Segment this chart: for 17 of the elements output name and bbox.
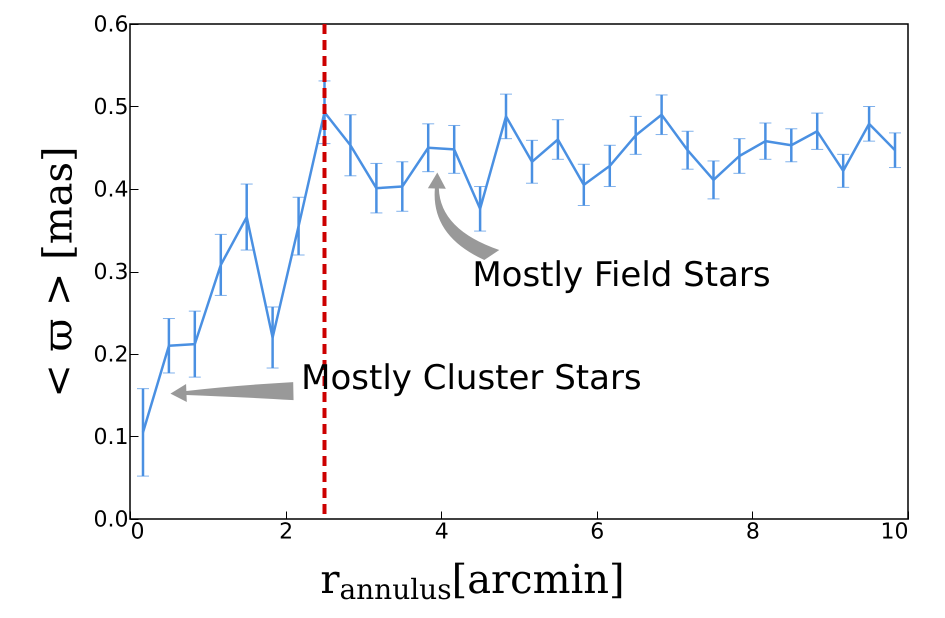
- x-tick-label: 10: [880, 520, 908, 544]
- y-tick-label: 0.5: [94, 95, 128, 120]
- y-tick-label: 0.6: [94, 12, 128, 38]
- y-tick-label: 0.3: [94, 260, 128, 285]
- x-tick-label: 2: [279, 520, 294, 544]
- x-tick-label: 0: [130, 520, 144, 544]
- y-tick-label: 0.4: [94, 178, 128, 202]
- y-tick-label: 0.1: [94, 425, 128, 450]
- x-tick-label: 8: [746, 520, 760, 544]
- y-tick-label: 0.0: [94, 508, 128, 532]
- x-tick-label: 6: [590, 520, 604, 544]
- y-tick-label: 0.2: [94, 342, 128, 368]
- annotation: Mostly Cluster Stars: [301, 358, 642, 398]
- y-axis-title: < ϖ > [mas]: [36, 146, 82, 398]
- x-axis-title: r$_{annulus}$[arcmin]: [319, 557, 626, 606]
- x-tick-label: 4: [434, 520, 449, 544]
- annotation: Mostly Field Stars: [472, 254, 771, 295]
